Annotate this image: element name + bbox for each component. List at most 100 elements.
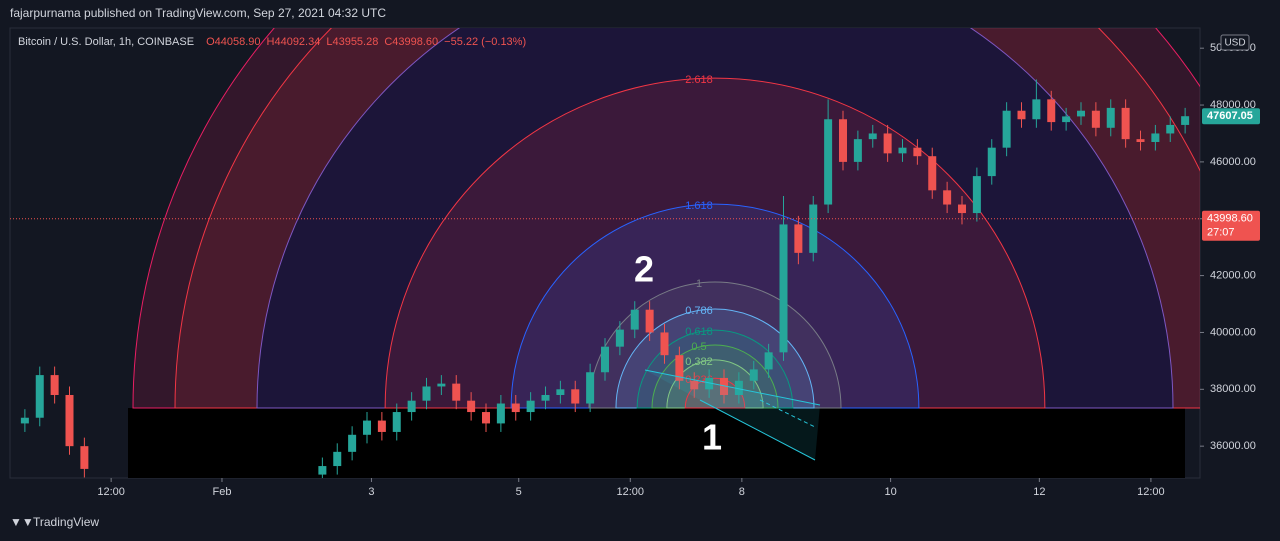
candle-body <box>571 389 580 404</box>
candle-body <box>883 133 892 154</box>
candle-body <box>437 383 446 387</box>
candle-body <box>556 389 565 395</box>
candle-body <box>482 412 490 424</box>
ohlc-value: L43955.28 <box>326 36 378 48</box>
candle-body <box>1181 116 1190 125</box>
candle-body <box>705 377 714 390</box>
fib-arc-outer <box>256 28 1174 409</box>
candle-body <box>333 451 342 467</box>
candle-body <box>348 434 357 452</box>
fib-label: 2.618 <box>685 74 713 86</box>
candle-body <box>764 352 773 370</box>
chart-title: Bitcoin / U.S. Dollar, 1h, COINBASE <box>18 36 194 48</box>
candle-body <box>630 309 639 330</box>
candle-body <box>65 394 74 447</box>
candle-body <box>422 386 431 401</box>
fib-label: 1.618 <box>685 200 713 212</box>
candle-body <box>496 403 505 424</box>
candle-body <box>35 375 44 418</box>
candle-body <box>1062 116 1071 123</box>
fib-label: 1 <box>696 278 702 290</box>
candle-body <box>1136 139 1145 142</box>
fib-label: 0.382 <box>685 356 713 368</box>
y-tick-label: 48000.00 <box>1210 99 1256 111</box>
x-tick-label: 12 <box>1033 486 1045 498</box>
candle-body <box>377 420 386 432</box>
candle-body <box>467 400 476 413</box>
x-tick-label: 3 <box>368 486 374 498</box>
currency-badge <box>1220 34 1250 51</box>
annotation: 1 <box>702 417 722 458</box>
fib-arc <box>510 203 920 409</box>
candle-body <box>50 375 59 395</box>
candle-body <box>794 224 803 253</box>
y-tick-label: 38000.00 <box>1210 383 1256 395</box>
candle-body <box>526 400 535 413</box>
countdown: 27:07 <box>1207 227 1235 239</box>
ohlc-value: C43998.60 <box>384 36 438 48</box>
y-tick-label: 42000.00 <box>1210 270 1256 282</box>
y-tick-label: 40000.00 <box>1210 326 1256 338</box>
fib-label: 0.786 <box>685 305 713 317</box>
candle-body <box>586 372 595 404</box>
candle-body <box>675 355 684 381</box>
candle-body <box>363 420 371 435</box>
candle-body <box>615 329 624 347</box>
candle-body <box>720 377 728 395</box>
candle-body <box>809 204 818 253</box>
currency: USD <box>1224 38 1245 49</box>
candle-body <box>1091 110 1100 128</box>
candle-body <box>913 147 922 157</box>
candle-body <box>749 369 758 381</box>
candle-body <box>734 380 743 395</box>
candle-body <box>868 133 877 140</box>
price-tag <box>1202 210 1260 241</box>
fib-label: 0.618 <box>685 326 713 338</box>
candle-body <box>987 147 996 177</box>
candle-body <box>452 383 461 401</box>
annotation: 2 <box>634 249 654 290</box>
candle-body <box>690 380 699 390</box>
candle-body <box>1002 110 1011 148</box>
candle-body <box>1017 110 1026 120</box>
candle-body <box>80 446 89 469</box>
candle-body <box>824 119 833 205</box>
candle-body <box>972 176 981 214</box>
candle-body <box>853 139 862 162</box>
candle-body <box>1166 124 1175 134</box>
shade <box>128 408 1185 478</box>
footer-logo: ▼▼ <box>10 515 34 529</box>
x-tick-label: 12:00 <box>1137 486 1165 498</box>
price-tag-label: 43998.60 <box>1207 213 1253 225</box>
candle-body <box>839 119 847 162</box>
price-tag <box>1202 108 1260 125</box>
y-tick-label: 36000.00 <box>1210 440 1256 452</box>
x-tick-label: 12:00 <box>617 486 645 498</box>
candle-body <box>1047 99 1056 123</box>
channel-line <box>699 399 816 461</box>
candle-body <box>541 394 550 401</box>
candle-body <box>20 417 29 424</box>
channel-line <box>759 399 816 428</box>
x-tick-label: 8 <box>739 486 745 498</box>
candle-body <box>1106 107 1115 128</box>
ohlc-value: H44092.34 <box>267 36 321 48</box>
x-tick-label: 5 <box>516 486 522 498</box>
candle-body <box>1032 99 1041 120</box>
candle-body <box>601 346 609 373</box>
fib-label: 0.5 <box>691 341 706 353</box>
candle-body <box>779 224 788 353</box>
candle-body <box>958 204 966 214</box>
candle-body <box>645 309 654 333</box>
fib-arc <box>384 77 1046 409</box>
x-tick-label: Feb <box>212 486 231 498</box>
candle-body <box>511 403 520 413</box>
ohlc-value: O44058.90 <box>206 36 260 48</box>
candle-body <box>943 190 952 205</box>
candle-body <box>1077 110 1085 117</box>
price-tag-label: 47607.05 <box>1207 110 1253 122</box>
candle-body <box>898 147 907 154</box>
